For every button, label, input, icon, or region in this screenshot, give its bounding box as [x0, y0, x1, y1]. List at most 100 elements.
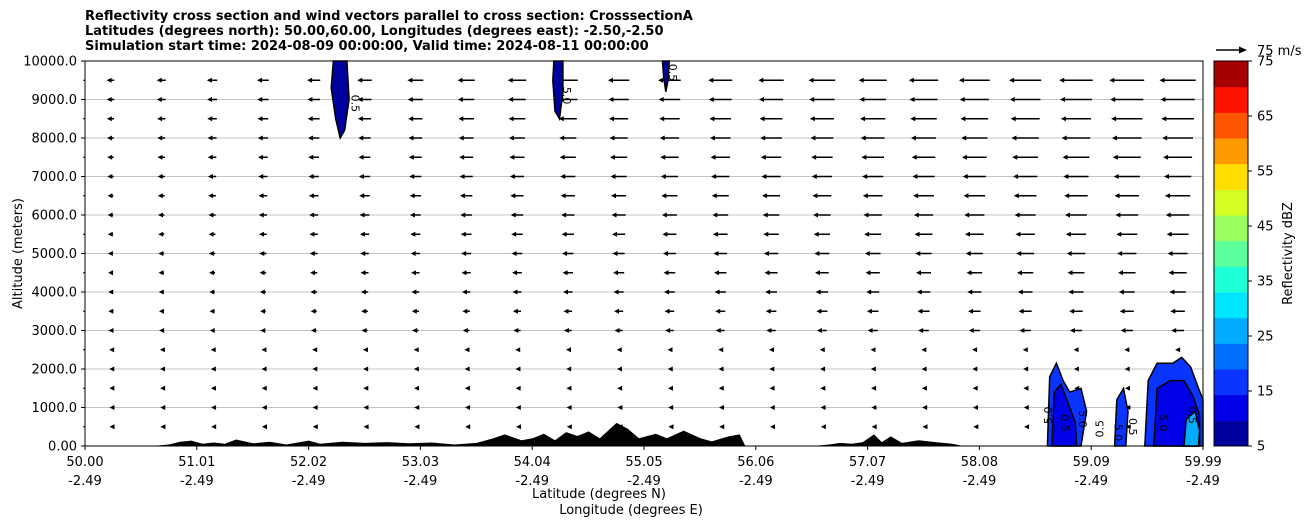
colorbar-tick-label: 55 — [1257, 165, 1274, 180]
wind-vector — [1165, 212, 1190, 218]
x-tick-label-lon: -2.49 — [963, 474, 997, 489]
wind-vector — [762, 193, 781, 199]
wind-vector — [462, 328, 470, 333]
wind-vector — [1010, 116, 1040, 122]
colorbar-swatch — [1214, 138, 1248, 165]
wind-vector — [409, 174, 422, 179]
wind-vector — [357, 116, 372, 122]
wind-vector — [308, 193, 319, 199]
wind-vector — [813, 231, 831, 237]
reflectivity-cell — [330, 60, 350, 141]
wind-vector — [1116, 231, 1138, 237]
wind-vector — [461, 289, 471, 295]
wind-vector — [107, 193, 114, 199]
contour-label: 5.0 — [560, 87, 573, 105]
wind-vector — [1112, 154, 1141, 160]
wind-vector — [512, 308, 522, 314]
wind-vector — [258, 212, 267, 218]
wind-vector — [414, 405, 420, 410]
wind-vector — [965, 251, 983, 256]
wind-vector — [307, 135, 320, 141]
x-tick-label-lon: -2.49 — [1186, 474, 1220, 489]
wind-vector — [921, 366, 927, 372]
wind-vector — [764, 270, 778, 276]
wind-vector — [359, 193, 370, 199]
wind-vector — [609, 135, 628, 141]
wind-vector — [816, 308, 828, 314]
x-tick-label-lon: -2.49 — [1074, 474, 1108, 489]
wind-vector — [1059, 77, 1093, 83]
wind-vector — [871, 424, 877, 430]
colorbar-swatch — [1214, 420, 1248, 447]
wind-vector — [209, 328, 215, 333]
wind-vector — [616, 366, 622, 372]
wind-vector — [1170, 308, 1185, 314]
wind-vector — [562, 270, 574, 276]
wind-vector — [258, 174, 268, 179]
wind-vector — [1109, 77, 1145, 83]
wind-vector — [769, 405, 775, 410]
wind-vector — [261, 385, 267, 391]
wind-vector — [715, 308, 726, 314]
wind-vector — [1160, 97, 1195, 102]
colorbar-swatch — [1214, 112, 1248, 139]
wind-vector — [1013, 174, 1038, 179]
y-tick-label: 0.00 — [48, 440, 77, 455]
wind-vector — [109, 405, 115, 410]
wind-vector — [1013, 193, 1037, 199]
wind-vector — [312, 385, 318, 391]
wind-vector — [765, 289, 777, 295]
wind-vector — [207, 154, 217, 160]
wind-vector — [1069, 308, 1083, 314]
colorbar-tick-label: 5 — [1257, 440, 1265, 455]
x-tick-label-lat: 54.04 — [514, 455, 551, 470]
wind-vector — [159, 347, 165, 353]
wind-vector — [709, 116, 732, 122]
wind-vector — [310, 289, 318, 295]
wind-vector — [1023, 405, 1029, 410]
wind-vector — [865, 270, 880, 276]
wind-vector — [108, 270, 114, 276]
wind-vector — [157, 154, 166, 160]
wind-vector — [211, 424, 217, 430]
wind-vector — [910, 116, 937, 122]
wind-vector — [160, 385, 166, 391]
wind-vector — [864, 231, 882, 237]
wind-vector — [860, 135, 885, 141]
wind-vector — [812, 193, 832, 199]
wind-vector — [464, 366, 470, 372]
wind-vector — [661, 212, 677, 218]
wind-vector — [708, 77, 733, 83]
wind-vector — [107, 231, 114, 237]
wind-vector — [259, 270, 267, 276]
wind-vector — [765, 308, 777, 314]
wind-vector — [209, 289, 215, 295]
wind-vector — [1016, 251, 1035, 256]
wind-vector — [559, 154, 576, 160]
x-tick-label-lat: 52.02 — [290, 455, 327, 470]
colorbar-label: Reflectivity dBZ — [1281, 202, 1296, 305]
wind-vector — [410, 231, 421, 237]
wind-vector — [413, 347, 419, 353]
wind-vector — [257, 116, 269, 122]
wind-vector — [312, 366, 318, 372]
colorbar-tick-label: 15 — [1257, 385, 1274, 400]
wind-vector — [1166, 231, 1189, 237]
wind-vector — [922, 405, 928, 410]
colorbar-border — [1213, 60, 1249, 447]
wind-vector — [106, 77, 115, 83]
colorbar-swatch — [1214, 215, 1248, 242]
wind-vector — [814, 251, 830, 256]
wind-vector — [960, 116, 989, 122]
wind-vector — [758, 77, 784, 83]
wind-vector — [612, 231, 626, 237]
wind-vector — [157, 174, 165, 179]
wind-vector — [1175, 347, 1181, 353]
wind-vector — [457, 77, 475, 83]
wind-vector — [963, 193, 986, 199]
wind-vector — [1169, 289, 1186, 295]
wind-key-label: 75 m/s — [1257, 44, 1302, 59]
contour-label: 0.5 — [666, 64, 679, 82]
y-tick-label: 9000.0 — [32, 93, 78, 108]
wind-vector — [408, 154, 422, 160]
